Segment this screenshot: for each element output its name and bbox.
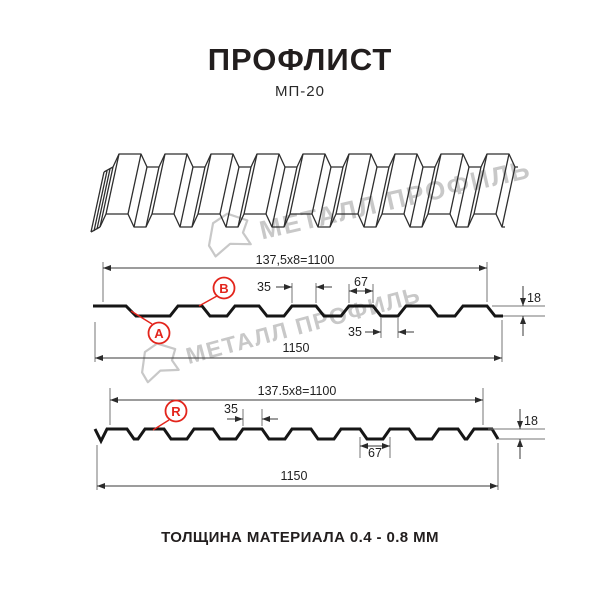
- profile-model-label: МП-20: [275, 82, 325, 100]
- profile-r-outline: [93, 427, 500, 445]
- dim-formula-a: 137,5x8=1100: [256, 253, 335, 267]
- footer-note: ТОЛЩИНА МАТЕРИАЛА 0.4 - 0.8 ММ: [161, 529, 439, 546]
- dim-valley-width-a: 35: [348, 325, 362, 339]
- profile-a-outline: [93, 304, 503, 318]
- profile-r-section: 137.5x8=1100 35 R 67 18: [93, 384, 545, 490]
- dim-rib-width-a: 35: [257, 280, 271, 294]
- header: ПРОФЛИСТ МП-20: [0, 42, 600, 100]
- sheet-3d-back-edge: [112, 153, 518, 168]
- watermark-logo-1: МЕТАЛЛ ПРОФИЛЬ: [207, 154, 534, 258]
- dim-formula-r: 137.5x8=1100: [258, 384, 337, 398]
- page-title: ПРОФЛИСТ: [207, 42, 393, 77]
- dim-rib-width-r: 35: [224, 402, 238, 416]
- sheet-3d-cut-edge: [90, 166, 114, 233]
- dim-overall-r: 1150: [281, 469, 308, 483]
- dim-height-a: 18: [527, 291, 541, 305]
- profile-a-section: 137,5x8=1100 35 67 B A: [93, 253, 545, 362]
- dim-rib-pitch-r: 67: [368, 446, 382, 460]
- sheet-3d-rib-lines: [99, 153, 516, 228]
- watermark-text-1: МЕТАЛЛ ПРОФИЛЬ: [257, 154, 534, 246]
- callout-a: A: [154, 326, 164, 341]
- dim-height-r: 18: [524, 414, 538, 428]
- dim-rib-pitch-a: 67: [354, 275, 368, 289]
- dim-overall-a: 1150: [283, 341, 310, 355]
- callout-b: B: [219, 281, 228, 296]
- callout-r: R: [171, 404, 181, 419]
- sheet-3d: [90, 153, 518, 233]
